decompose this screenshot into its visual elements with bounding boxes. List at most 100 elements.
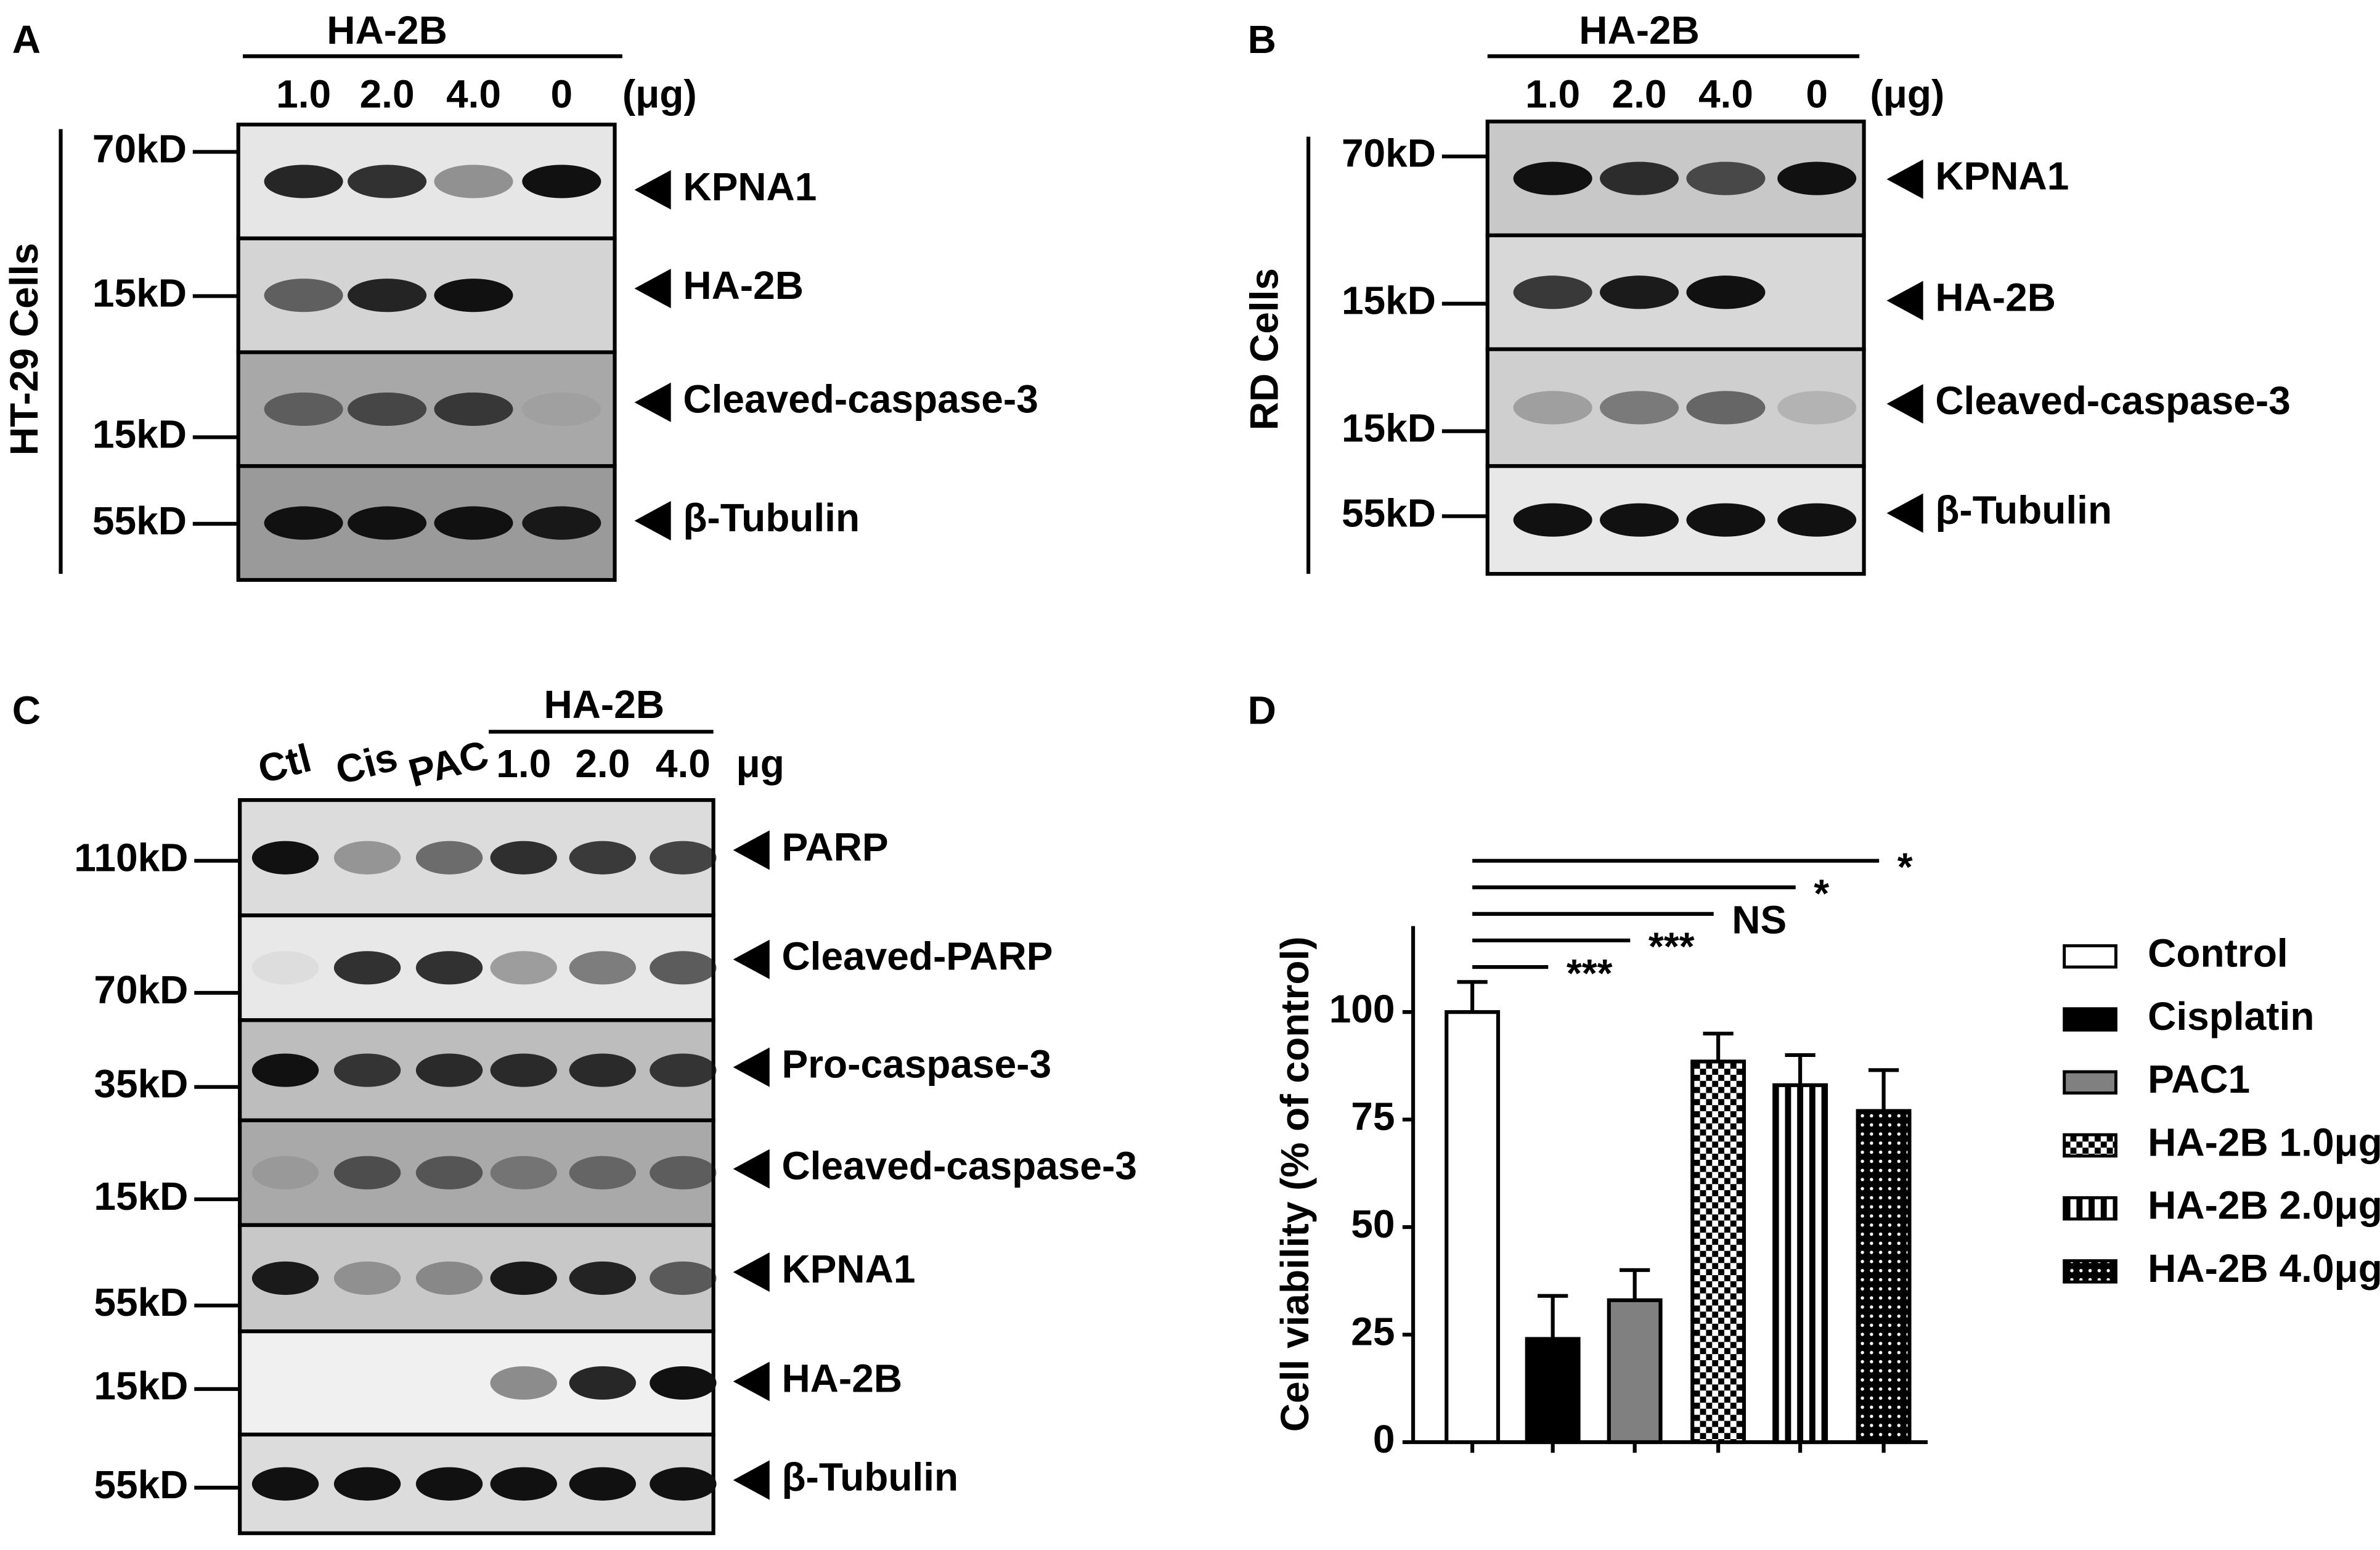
protein-band xyxy=(1777,391,1857,425)
protein-band xyxy=(264,506,343,540)
marker-label: 70kD xyxy=(1342,131,1436,176)
significance-label: *** xyxy=(1567,951,1613,995)
arrowhead xyxy=(634,382,671,422)
legend-swatch xyxy=(2063,944,2117,969)
blot-strip xyxy=(238,1329,715,1437)
lane-label: Cis xyxy=(331,734,402,793)
bar xyxy=(1607,1298,1663,1445)
protein-band xyxy=(1686,275,1766,309)
bar xyxy=(1690,1059,1746,1445)
unit-label: (μg) xyxy=(622,72,697,116)
lane-label: 0 xyxy=(1806,72,1828,116)
protein-band xyxy=(348,392,427,426)
protein-band xyxy=(348,165,427,198)
protein-band xyxy=(1513,391,1592,425)
protein-band xyxy=(415,951,483,985)
protein-band xyxy=(1600,275,1679,309)
y-tick-label: 75 xyxy=(1351,1095,1395,1139)
protein-band xyxy=(264,392,343,426)
arrowhead xyxy=(733,1460,770,1500)
protein-band xyxy=(434,392,513,426)
lane-label: 2.0 xyxy=(575,741,630,786)
arrowhead xyxy=(733,1047,770,1087)
legend-label: HA-2B 4.0μg xyxy=(2148,1246,2380,1291)
arrowhead xyxy=(733,939,770,979)
protein-band xyxy=(264,279,343,312)
lane-label: 2.0 xyxy=(1612,72,1667,116)
panel-label: A xyxy=(12,17,41,62)
marker-label: 110kD xyxy=(74,836,188,880)
protein-label: Pro-caspase-3 xyxy=(781,1042,1051,1087)
group-header: HA-2B xyxy=(544,682,664,727)
protein-label: β-Tubulin xyxy=(781,1454,958,1499)
protein-band xyxy=(569,841,637,875)
protein-band xyxy=(1686,391,1766,425)
protein-band xyxy=(569,1156,637,1189)
protein-label: Cleaved-caspase-3 xyxy=(683,377,1038,422)
marker-label: 15kD xyxy=(92,412,187,456)
protein-band xyxy=(650,1261,717,1295)
arrowhead xyxy=(634,269,671,309)
protein-label: KPNA1 xyxy=(1935,154,2069,198)
marker-label: 15kD xyxy=(92,271,187,315)
protein-band xyxy=(650,1467,717,1501)
y-tick-label: 0 xyxy=(1373,1417,1395,1461)
cell-line-label: HT-29 Cells xyxy=(2,243,46,455)
arrowhead xyxy=(1886,280,1923,320)
protein-label: KPNA1 xyxy=(683,165,817,209)
legend-label: Cisplatin xyxy=(2148,994,2314,1038)
lane-label: Ctl xyxy=(253,735,316,792)
protein-band xyxy=(569,951,637,985)
protein-band xyxy=(569,1467,637,1501)
protein-band xyxy=(251,841,319,875)
protein-label: HA-2B xyxy=(683,263,804,308)
significance-label: NS xyxy=(1732,898,1787,942)
protein-band xyxy=(415,1053,483,1087)
protein-band xyxy=(415,841,483,875)
marker-label: 55kD xyxy=(1342,491,1436,535)
y-tick-label: 50 xyxy=(1351,1202,1395,1246)
protein-band xyxy=(1600,503,1679,537)
protein-band xyxy=(1513,275,1592,309)
protein-band xyxy=(650,841,717,875)
marker-label: 15kD xyxy=(1342,406,1436,451)
marker-label: 70kD xyxy=(94,968,188,1012)
marker-label: 55kD xyxy=(94,1280,188,1324)
blot-strip xyxy=(1485,347,1866,468)
protein-band xyxy=(522,506,601,540)
protein-band xyxy=(434,279,513,312)
protein-label: HA-2B xyxy=(1935,275,2056,320)
protein-label: KPNA1 xyxy=(781,1247,915,1291)
bar xyxy=(1445,1010,1501,1445)
marker-label: 55kD xyxy=(92,499,187,543)
marker-label: 55kD xyxy=(94,1462,188,1507)
protein-band xyxy=(522,165,601,198)
marker-label: 15kD xyxy=(1342,279,1436,323)
arrowhead xyxy=(1886,159,1923,199)
bar xyxy=(1772,1083,1828,1445)
lane-label: 0 xyxy=(551,72,573,116)
protein-band xyxy=(348,279,427,312)
arrowhead xyxy=(1886,493,1923,533)
protein-band xyxy=(490,841,557,875)
legend-swatch xyxy=(2063,1133,2117,1158)
legend-label: HA-2B 2.0μg xyxy=(2148,1183,2380,1228)
protein-band xyxy=(251,951,319,985)
significance-label: * xyxy=(1814,871,1829,915)
protein-band xyxy=(251,1053,319,1087)
legend-swatch xyxy=(2063,1070,2117,1095)
arrowhead xyxy=(733,830,770,870)
arrowhead xyxy=(1886,384,1923,424)
unit-label: μg xyxy=(736,741,785,786)
panel-label: B xyxy=(1248,17,1276,62)
arrowhead xyxy=(733,1252,770,1292)
group-header: HA-2B xyxy=(1579,8,1700,52)
protein-band xyxy=(333,1053,401,1087)
panel-label: D xyxy=(1248,688,1276,733)
cell-line-label: RD Cells xyxy=(1242,268,1287,430)
marker-label: 15kD xyxy=(94,1174,188,1218)
lane-label: 4.0 xyxy=(656,741,711,786)
legend-label: Control xyxy=(2148,931,2288,976)
legend-swatch xyxy=(2063,1259,2117,1284)
